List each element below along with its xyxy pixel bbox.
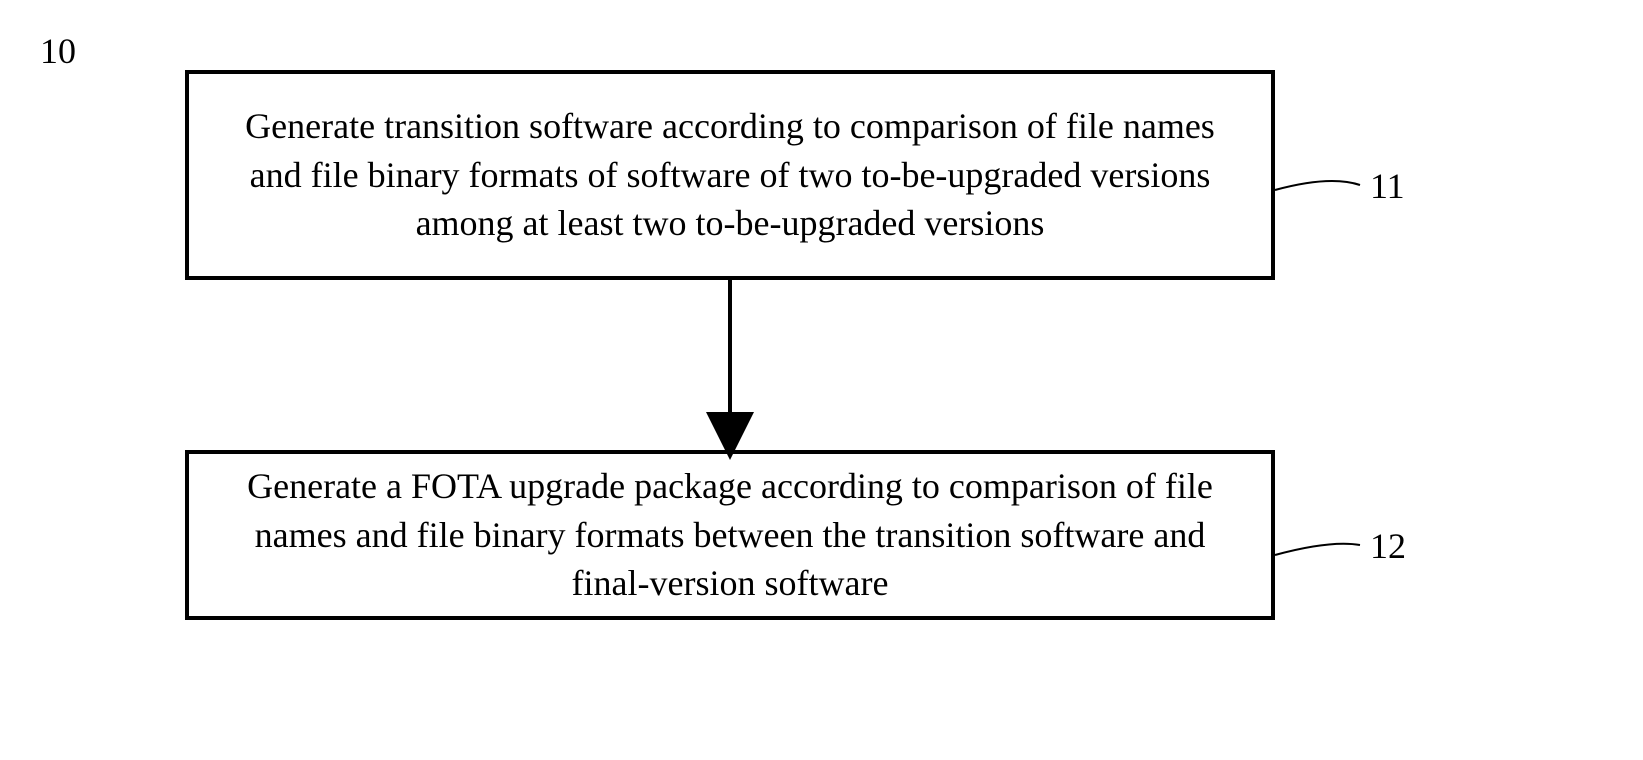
figure-number: 10 xyxy=(40,30,76,72)
flowchart-step-11: Generate transition software according t… xyxy=(185,70,1275,280)
label-connector-11 xyxy=(1275,181,1360,190)
step-label-11: 11 xyxy=(1370,165,1405,207)
label-connector-12 xyxy=(1275,544,1360,555)
flowchart-step-11-text: Generate transition software according t… xyxy=(219,102,1241,248)
flowchart-step-12: Generate a FOTA upgrade package accordin… xyxy=(185,450,1275,620)
step-label-12: 12 xyxy=(1370,525,1406,567)
flowchart-step-12-text: Generate a FOTA upgrade package accordin… xyxy=(219,462,1241,608)
